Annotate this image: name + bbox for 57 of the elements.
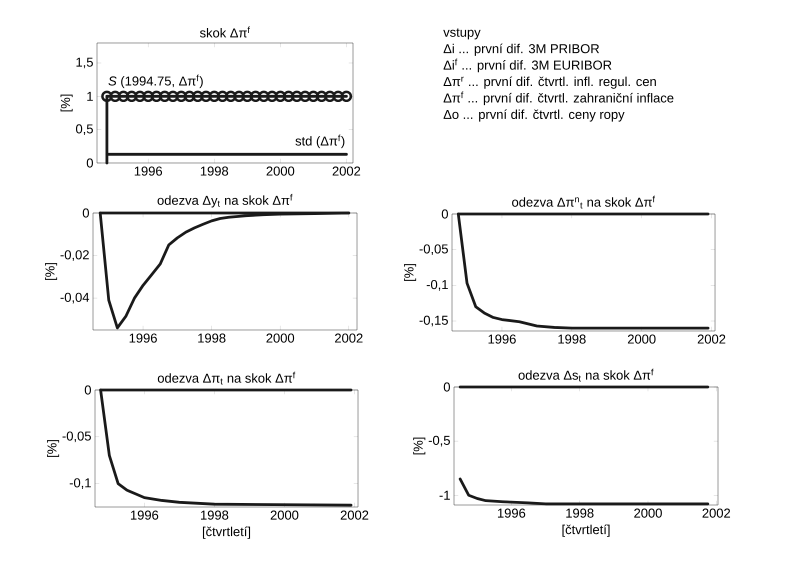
- x-tick-label: 1996: [488, 334, 516, 344]
- chart-title: odezva Δs$_{t}$ na skok Δπ$^{f}$: [518, 368, 654, 382]
- y-axis-title: [%]: [45, 263, 58, 280]
- chart-title: odezva Δy$_{t}$ na skok Δπ$^{f}$: [158, 194, 292, 208]
- x-tick-label: 1998: [201, 510, 228, 520]
- y-tick-label: -0,15: [420, 316, 448, 326]
- y-axis-title: [%]: [404, 264, 416, 281]
- x-tick-label: 2002: [332, 166, 360, 176]
- y-axis-title: [%]: [413, 438, 426, 454]
- text: Δπ$^{r}$ ... první dif. čtvrtl. infl. regul. cen: [444, 76, 656, 89]
- y-tick-label: -0,02: [60, 250, 89, 261]
- text: Δo ... první dif. čtvrtl. ceny ropy: [444, 109, 625, 122]
- x-tick-label: 2002: [702, 508, 730, 518]
- y-axis-title: [%]: [47, 440, 60, 457]
- y-tick-label: -0,04: [60, 292, 90, 304]
- x-tick-label: 2000: [266, 166, 294, 176]
- series-label: S (1994.75, Δπ$^{f}$): [108, 74, 203, 88]
- series-label: std (Δπ$^{f}$): [295, 134, 344, 148]
- chart-title: odezva Δπ$_{t}$ na skok Δπ$^{f}$: [158, 372, 296, 384]
- x-tick-label: 1998: [200, 166, 228, 176]
- text: Δi ... první dif. 3M PRIBOR: [444, 44, 600, 56]
- text: Δπ$^{f}$ ... první dif. čtvrtl. zahraniční inflace: [444, 92, 674, 106]
- chart-title: odezva Δπ$^{n}$$_{t}$ na skok Δπ$^{f}$: [512, 196, 655, 208]
- x-tick-label: 2002: [698, 334, 726, 344]
- x-tick-label: 1996: [498, 508, 526, 518]
- x-tick-label: 1996: [130, 510, 158, 520]
- x-axis-title: [čtvrtletí]: [562, 524, 610, 537]
- y-tick-label: 0: [86, 158, 93, 168]
- y-tick-label: 0: [442, 209, 448, 219]
- y-tick-label: -0,05: [62, 431, 91, 442]
- x-tick-label: 2000: [266, 334, 294, 343]
- text: Δi$^{f}$ ... první dif. 3M EURIBOR: [444, 58, 612, 72]
- y-tick-label: -0,5: [428, 436, 450, 446]
- y-tick-label: 1,5: [76, 58, 93, 68]
- x-axis-title: [čtvrtletí]: [202, 526, 250, 539]
- text: vstupy: [443, 28, 481, 40]
- x-tick-label: 1998: [198, 334, 226, 343]
- x-tick-label: 1998: [566, 508, 594, 518]
- x-tick-label: 1996: [130, 334, 157, 343]
- chart-title: skok Δπ$^{f}$: [200, 26, 250, 38]
- x-tick-label: 2000: [628, 334, 656, 344]
- x-tick-label: 2002: [335, 334, 363, 343]
- y-axis-title: [%]: [60, 94, 73, 112]
- y-tick-label: -0,1: [70, 478, 91, 489]
- y-tick-label: 0: [84, 385, 91, 395]
- y-tick-label: -0,1: [426, 280, 448, 291]
- y-tick-label: 0,5: [76, 124, 93, 136]
- y-tick-label: 0: [82, 208, 89, 218]
- y-tick-label: 1: [87, 92, 93, 101]
- x-tick-label: 1998: [558, 334, 586, 344]
- x-tick-label: 2000: [634, 508, 662, 518]
- x-tick-label: 1996: [134, 166, 162, 176]
- y-tick-label: -0,05: [420, 244, 448, 256]
- y-tick-label: -1: [440, 490, 450, 500]
- y-tick-label: 0: [444, 382, 450, 392]
- x-tick-label: 2002: [340, 510, 368, 520]
- x-tick-label: 2000: [270, 510, 298, 520]
